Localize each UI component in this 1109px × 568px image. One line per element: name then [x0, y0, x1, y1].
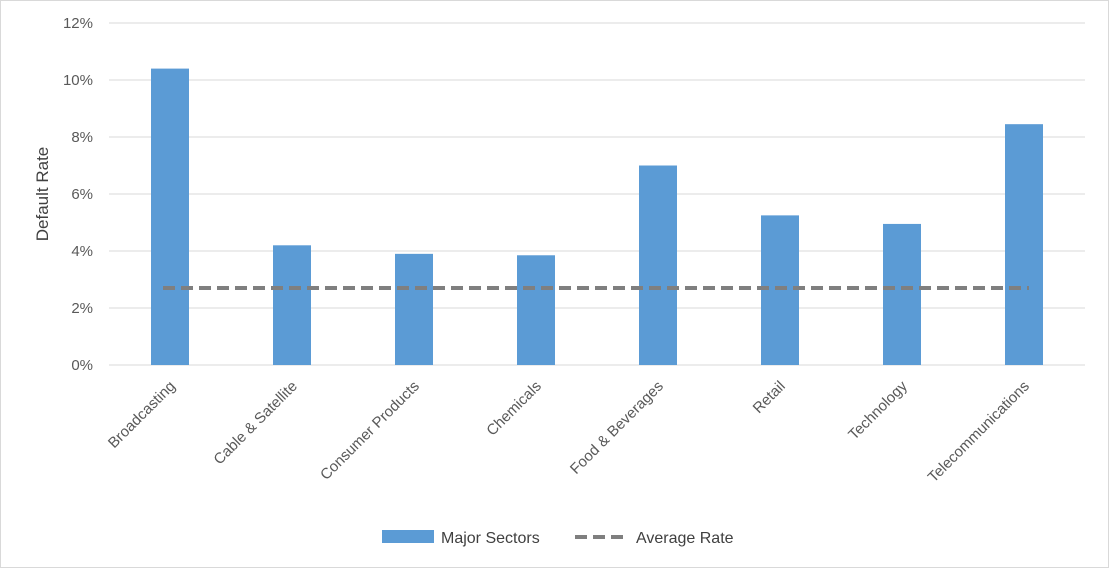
- y-tick-label: 0%: [71, 357, 93, 374]
- x-tick-label-food-and-beverages: Food & Beverages: [567, 378, 667, 478]
- bar-consumer-products: [395, 253, 433, 365]
- legend-bar-label: Major Sectors: [441, 530, 540, 547]
- bar-retail: [761, 215, 799, 365]
- y-tick-label: 10%: [63, 72, 93, 89]
- x-tick-label-technology: Technology: [845, 377, 911, 443]
- x-tick-label-cable-and-satellite: Cable & Satellite: [210, 378, 300, 468]
- bar-chemicals: [517, 255, 555, 365]
- legend-item-line-series: Average Rate: [575, 530, 734, 547]
- bar-broadcasting: [151, 68, 189, 365]
- x-tick-label-chemicals: Chemicals: [483, 378, 545, 440]
- legend-bar-swatch: [382, 530, 434, 543]
- legend-line-label: Average Rate: [636, 530, 734, 547]
- gridlines: [109, 22, 1085, 366]
- x-tick-label-consumer-products: Consumer Products: [317, 378, 423, 484]
- bar-technology: [883, 223, 921, 365]
- y-tick-label: 2%: [71, 300, 93, 317]
- x-tick-label-telecommunications: Telecommunications: [925, 378, 1033, 486]
- y-tick-label: 4%: [71, 243, 93, 260]
- x-tick-label-broadcasting: Broadcasting: [105, 378, 179, 452]
- y-axis-ticks: 0% 2% 4% 6% 8% 10% 12%: [63, 15, 93, 374]
- legend-item-bar-series: Major Sectors: [382, 530, 540, 547]
- bar-telecommunications: [1005, 124, 1043, 365]
- bar-cable-and-satellite: [273, 245, 311, 365]
- legend: Major Sectors Average Rate: [382, 530, 734, 547]
- x-tick-label-retail: Retail: [750, 378, 789, 417]
- bar-series: [151, 68, 1043, 365]
- y-tick-label: 12%: [63, 15, 93, 32]
- y-tick-label: 8%: [71, 129, 93, 146]
- x-axis-ticks: Broadcasting Cable & Satellite Consumer Pr…: [105, 377, 1033, 485]
- bar-food-and-beverages: [639, 165, 677, 365]
- y-tick-label: 6%: [71, 186, 93, 203]
- y-axis-title: Default Rate: [33, 147, 52, 242]
